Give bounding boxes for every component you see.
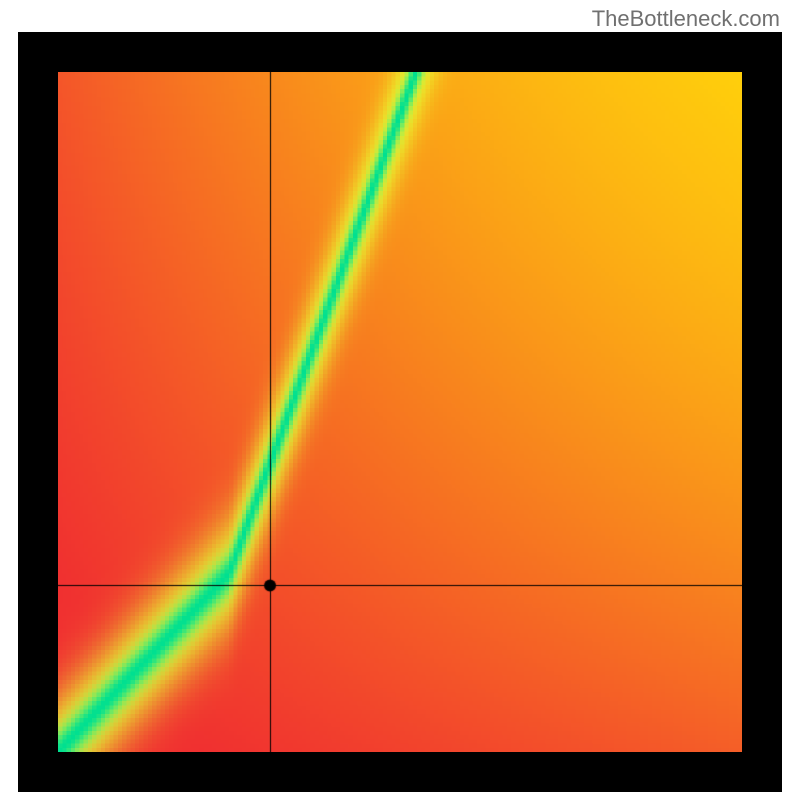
watermark-text: TheBottleneck.com — [592, 6, 780, 32]
crosshair-overlay — [58, 72, 742, 752]
chart-container: TheBottleneck.com — [0, 0, 800, 800]
